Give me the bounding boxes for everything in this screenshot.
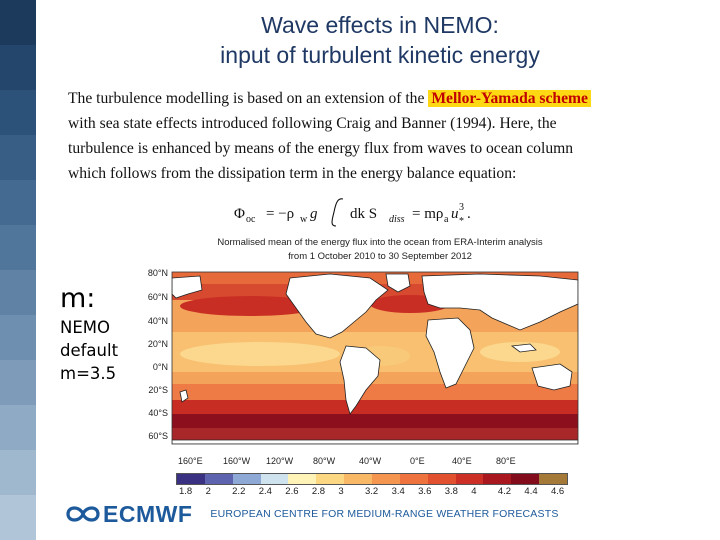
colorbar-tick-label: 3 (338, 486, 344, 497)
slide-title: Wave effects in NEMO: input of turbulent… (60, 10, 700, 70)
lat-label: 60°S (148, 431, 168, 441)
colorbar-tick-label: 2.8 (311, 486, 326, 497)
map-field (172, 272, 578, 444)
colorbar-segment (260, 474, 289, 484)
colorbar-tick-label: 4 (471, 486, 477, 497)
caption-line-1: Normalised mean of the energy flux into … (217, 237, 543, 248)
eq-integrand: dk S (350, 206, 377, 222)
colorbar-tick-label: 2.6 (285, 486, 299, 497)
lon-label: 120°W (266, 456, 294, 466)
m-parameter-label: m: NEMO default m=3.5 (60, 282, 118, 385)
colorbar-segment (288, 474, 317, 484)
description-paragraph: The turbulence modelling is based on an … (68, 86, 688, 186)
eq-rho-sub: w (300, 214, 308, 225)
lat-label: 60°N (147, 292, 168, 302)
m-line-2: default (60, 341, 119, 360)
title-line-2: input of turbulent kinetic energy (220, 42, 540, 68)
eq-end: . (467, 206, 471, 222)
ecmwf-logo-icon (66, 506, 100, 522)
colorbar-segment (204, 474, 233, 484)
title-line-1: Wave effects in NEMO: (261, 12, 499, 38)
colorbar-segment (344, 474, 373, 484)
colorbar-segment (232, 474, 261, 484)
footer-branding: ECMWF EUROPEAN CENTRE FOR MEDIUM-RANGE W… (66, 499, 559, 529)
energy-flux-map (171, 271, 579, 445)
colorbar-tick-label: 2.4 (258, 486, 272, 497)
lon-label: 160°W (223, 456, 251, 466)
centre-name: EUROPEAN CENTRE FOR MEDIUM-RANGE WEATHER… (210, 508, 559, 520)
colorbar-tick-label: 4.6 (551, 486, 565, 497)
mellor-yamada-highlight: Mellor-Yamada scheme (428, 90, 591, 107)
lat-label: 0°N (152, 362, 168, 372)
colorbar-tick-label: 3.6 (418, 486, 432, 497)
paragraph-line-3: turbulence is enhanced by means of the e… (68, 140, 574, 157)
colorbar-segment (511, 474, 540, 484)
colorbar-segment (539, 474, 568, 484)
eq-equals-rho: = −ρ (266, 206, 294, 222)
eq-rhs: = mρ (412, 206, 443, 222)
sidebar-decoration (0, 0, 36, 540)
m-line-1: NEMO (60, 318, 110, 337)
colorbar (176, 473, 568, 485)
lon-label: 160°E (178, 456, 203, 466)
colorbar-tick-label: 2.2 (232, 486, 246, 497)
colorbar-tick-label: 3.4 (391, 486, 405, 497)
colorbar-segment (455, 474, 484, 484)
eq-rhs-sub: a (444, 214, 449, 225)
lat-label: 40°S (148, 408, 168, 418)
paragraph-line-1: The turbulence modelling is based on an … (68, 86, 688, 111)
paragraph-line-4: which follows from the dissipation term … (68, 165, 517, 182)
lon-label: 0°E (410, 456, 425, 466)
lon-label: 40°E (452, 456, 472, 466)
figure-caption: Normalised mean of the energy flux into … (180, 236, 580, 264)
colorbar-tick-label: 4.4 (524, 486, 538, 497)
colorbar-tick-label: 2 (205, 486, 211, 497)
eq-g: g (310, 206, 318, 222)
colorbar-segment (316, 474, 345, 484)
colorbar-segment (372, 474, 400, 484)
paragraph-line-1-text: The turbulence modelling is based on an … (68, 90, 425, 107)
energy-flux-equation: Φ oc = −ρ w g dk S diss = mρ a u 3 * . (232, 196, 492, 230)
paragraph-line-2: with sea state effects introduced follow… (68, 115, 557, 132)
m-line-3: m=3.5 (60, 364, 117, 383)
ecmwf-logo-text: ECMWF (103, 500, 193, 527)
lat-label: 20°S (148, 385, 168, 395)
colorbar-segment (483, 474, 512, 484)
colorbar-segment (177, 474, 205, 484)
colorbar-segment (427, 474, 456, 484)
m-heading: m: (60, 283, 96, 314)
colorbar-tick-label: 1.8 (179, 486, 193, 497)
lon-label: 80°W (313, 456, 336, 466)
lon-label: 40°W (359, 456, 382, 466)
caption-line-2: from 1 October 2010 to 30 September 2012 (288, 251, 472, 262)
eq-lhs: Φ (234, 206, 245, 222)
lon-label: 80°E (496, 456, 516, 466)
colorbar-tick-label: 4.2 (497, 486, 512, 497)
lat-label: 20°N (147, 339, 168, 349)
colorbar-segment (399, 474, 428, 484)
eq-s-sub: diss (389, 214, 405, 225)
integral-sign (331, 198, 344, 227)
colorbar-tick-label: 3.8 (444, 486, 458, 497)
eq-u-sup: 3 (459, 202, 464, 213)
colorbar-tick-label: 3.2 (365, 486, 379, 497)
lat-label: 80°N (147, 268, 168, 278)
eq-lhs-sub: oc (246, 214, 256, 225)
lat-label: 40°N (147, 316, 168, 326)
eq-u-sub: * (459, 216, 464, 227)
eq-u: u (451, 206, 459, 222)
